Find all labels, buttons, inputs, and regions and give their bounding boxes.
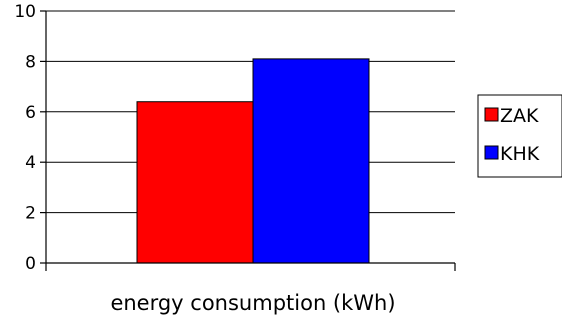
legend-swatch-khk — [484, 145, 499, 160]
bar-zak — [136, 101, 254, 264]
legend: ZAK KHK — [477, 94, 562, 178]
bar-khk — [252, 58, 370, 264]
x-axis-label: energy consumption (kWh) — [110, 291, 395, 315]
legend-label-zak: ZAK — [500, 105, 539, 127]
y-tick-label: 8 — [25, 52, 36, 72]
y-tick-label: 2 — [25, 204, 36, 224]
y-tick-label: 10 — [14, 2, 36, 22]
legend-swatch-zak — [484, 107, 499, 122]
y-tick-label: 4 — [25, 153, 36, 173]
legend-label-khk: KHK — [500, 143, 540, 165]
bars — [136, 58, 370, 264]
x-ticks — [45, 263, 456, 271]
y-tick-label: 6 — [25, 103, 36, 123]
y-tick-label: 0 — [25, 254, 36, 274]
y-tick-labels: 0 2 4 6 8 10 — [14, 2, 36, 274]
